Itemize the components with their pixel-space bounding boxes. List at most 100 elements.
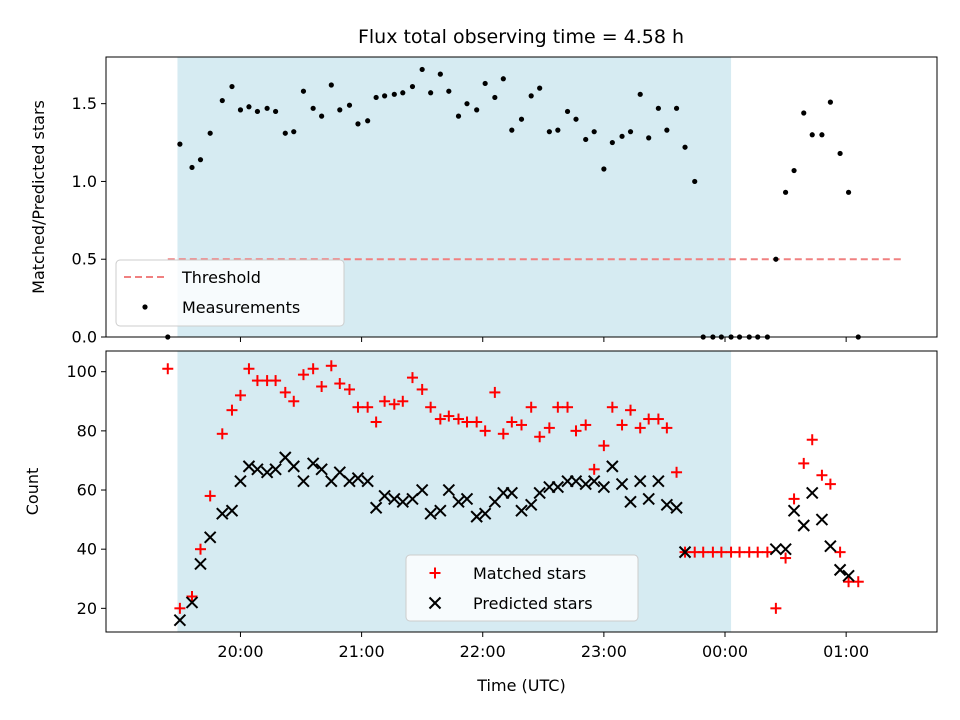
predicted-star-point: [505, 486, 519, 500]
measurement-point: [197, 157, 204, 163]
predicted-star-point: [396, 495, 409, 509]
matched-star-point: [370, 416, 382, 428]
predicted-star-point: [343, 474, 356, 488]
matched-star-point: [798, 457, 810, 469]
matched-star-point: [461, 416, 473, 428]
measurement-point: [655, 105, 661, 111]
matched-star-point: [234, 389, 246, 401]
matched-star-point: [243, 363, 255, 375]
x-tick-label: 00:00: [702, 642, 748, 661]
measurement-point: [319, 113, 325, 119]
measurement-point: [264, 105, 270, 111]
matched-star-point: [489, 386, 501, 398]
predicted-star-point: [173, 613, 187, 627]
predicted-star-point: [634, 474, 647, 488]
predicted-star-point: [369, 501, 383, 514]
predicted-star-point: [287, 460, 300, 473]
measurement-point: [272, 108, 279, 115]
x-tick-label: 23:00: [581, 642, 627, 661]
measurement-point: [310, 105, 316, 111]
predicted-star-point: [203, 531, 217, 544]
matched-star-point: [534, 431, 546, 443]
matched-star-point: [174, 602, 186, 614]
matched-star-point: [343, 383, 355, 395]
matched-star-point: [806, 434, 818, 446]
measurement-point: [773, 256, 779, 262]
x-tick-label: 22:00: [460, 642, 506, 661]
predicted-star-point: [251, 463, 264, 476]
predicted-star-point: [624, 495, 637, 509]
matched-star-point: [671, 466, 683, 478]
matched-star-point: [307, 363, 319, 375]
measurement-point: [391, 91, 397, 97]
y-tick-label: 0.5: [72, 250, 97, 269]
measurement-point: [419, 66, 425, 73]
measurement-point: [500, 76, 506, 82]
measurement-point: [692, 178, 698, 185]
matched-star-point: [715, 546, 727, 558]
matched-star-point: [661, 422, 673, 434]
x-tick-label: 01:00: [823, 642, 869, 661]
matched-star-point: [824, 478, 836, 490]
predicted-star-point: [670, 501, 683, 514]
matched-star-point: [788, 493, 800, 505]
predicted-star-point: [297, 474, 310, 488]
predicted-star-point: [424, 507, 437, 520]
measurement-point: [189, 164, 195, 171]
matched-star-point: [625, 404, 637, 416]
matched-star-point: [194, 543, 206, 555]
predicted-star-point: [406, 492, 419, 506]
matched-star-point: [388, 398, 400, 410]
bottom-panel-legend: Matched stars Predicted stars: [405, 554, 639, 622]
measurement-point: [177, 141, 183, 147]
measurement-point: [355, 121, 361, 127]
predicted-star-point: [779, 542, 792, 556]
measurement-point: [373, 94, 379, 101]
matched-star-point: [780, 552, 792, 564]
measurement-point: [546, 129, 552, 135]
matched-stars-series: [162, 360, 864, 614]
measurement-point: [801, 110, 807, 116]
measurement-point: [246, 104, 252, 110]
predicted-star-point: [533, 486, 546, 500]
predicted-star-point: [434, 504, 447, 517]
measurement-point: [400, 90, 406, 96]
predicted-star-point: [787, 504, 801, 517]
measurement-point: [537, 85, 543, 91]
predicted-star-point: [470, 510, 483, 523]
predicted-star-point: [824, 540, 837, 553]
legend-threshold-label: Threshold: [181, 268, 261, 287]
matched-star-point: [288, 395, 300, 407]
predicted-star-point: [460, 492, 474, 506]
measurement-point: [365, 118, 371, 124]
predicted-star-point: [388, 492, 401, 506]
measurement-point: [555, 127, 561, 133]
predicted-star-point: [842, 569, 855, 583]
measurement-point: [627, 129, 634, 135]
measurement-point: [591, 129, 597, 135]
matched-star-point: [634, 422, 646, 434]
measurement-point: [282, 130, 288, 136]
predicted-star-point: [306, 457, 320, 470]
measurement-point: [819, 132, 825, 138]
y-tick-label: 40: [77, 540, 97, 559]
matched-star-point: [325, 360, 337, 372]
legend-box: [115, 259, 345, 327]
measurement-point: [573, 116, 579, 122]
legend-measurements-label: Measurements: [182, 298, 300, 317]
matched-star-point: [543, 422, 555, 434]
legend-matched-swatch: [429, 567, 441, 579]
predicted-star-point: [587, 474, 601, 488]
matched-star-point: [580, 419, 592, 431]
measurement-point: [509, 127, 515, 133]
predicted-star-point: [442, 483, 456, 497]
measurement-point: [682, 144, 688, 150]
measurement-point: [482, 80, 488, 87]
matched-star-point: [297, 369, 309, 381]
measurement-point: [609, 139, 615, 146]
predicted-star-point: [615, 477, 629, 491]
y-tick-label: 20: [77, 599, 97, 618]
measurement-point: [837, 150, 843, 157]
y-tick-label: 1.0: [72, 172, 97, 191]
matched-star-point: [453, 413, 465, 425]
